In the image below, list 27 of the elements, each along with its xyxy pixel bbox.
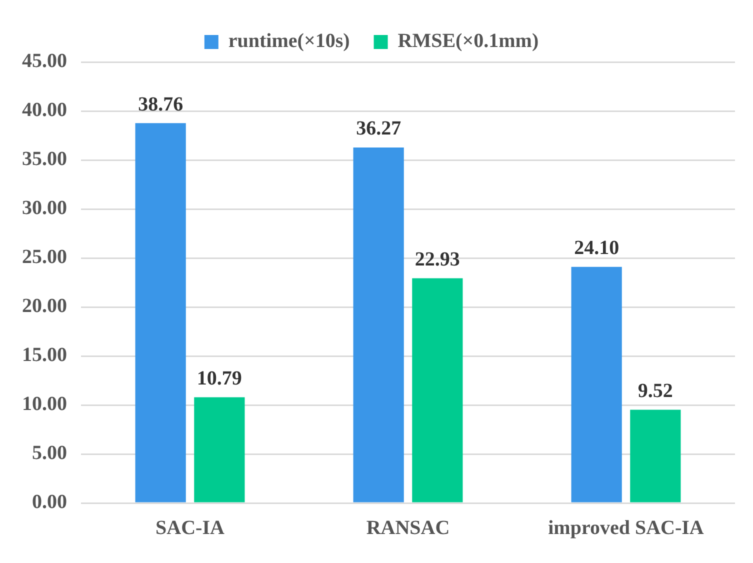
bar xyxy=(571,266,622,502)
text: 22.93 xyxy=(414,248,460,270)
y-tick-label: 10.00 xyxy=(22,393,67,416)
y-tick-label: 30.00 xyxy=(22,197,67,220)
bar xyxy=(353,148,404,502)
x-tick-label: improved SAC-IA xyxy=(548,517,704,540)
legend-label: RMSE(×0.1mm) xyxy=(398,30,539,52)
y-tick-label: 45.00 xyxy=(22,50,67,72)
text: 10.79 xyxy=(196,367,242,390)
legend-label: runtime(×10s) xyxy=(228,30,350,52)
y-tick-label: 15.00 xyxy=(22,344,67,366)
x-tick-label: SAC-IA xyxy=(156,517,225,540)
y-tick-label: 20.00 xyxy=(22,295,67,318)
bar xyxy=(135,123,186,502)
y-tick-label: 35.00 xyxy=(22,148,67,170)
text: 24.10 xyxy=(574,236,620,259)
y-tick-label: 25.00 xyxy=(22,246,67,268)
text: 38.76 xyxy=(138,93,184,116)
text: 9.52 xyxy=(638,380,673,402)
x-tick-label: RANSAC xyxy=(366,517,450,540)
bar xyxy=(630,410,681,502)
bar xyxy=(194,397,245,502)
y-tick-label: 0.00 xyxy=(32,491,67,514)
text: 36.27 xyxy=(356,118,402,140)
y-tick-label: 40.00 xyxy=(22,99,67,122)
y-tick-label: 5.00 xyxy=(32,442,67,464)
bar xyxy=(412,278,463,502)
